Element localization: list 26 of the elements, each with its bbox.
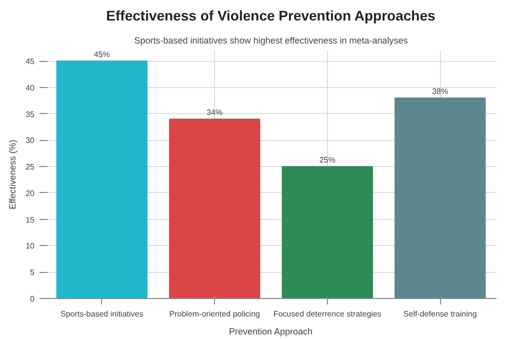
x-tick-label: Focused deterrence strategies bbox=[273, 310, 382, 318]
x-tick-label: Sports-based initiatives bbox=[60, 310, 144, 318]
bar bbox=[56, 60, 148, 298]
x-tick-label: Problem-oriented policing bbox=[169, 310, 260, 318]
data-label: 38% bbox=[432, 86, 448, 96]
y-tick-label: 0 bbox=[30, 294, 36, 304]
y-tick-label: 5 bbox=[30, 268, 36, 278]
y-axis-title: Effectiveness (%) bbox=[8, 140, 18, 210]
chart-subtitle: Sports-based initiatives show highest effectiveness in meta-analyses bbox=[134, 36, 408, 46]
y-tick-label: 20 bbox=[26, 188, 36, 198]
chart-title: Effectiveness of Violence Prevention Approaches bbox=[106, 8, 436, 24]
y-tick-label: 45 bbox=[26, 57, 36, 66]
data-label: 25% bbox=[319, 156, 336, 165]
bar bbox=[282, 166, 373, 298]
bar bbox=[169, 118, 260, 298]
y-tick-label: 35 bbox=[26, 110, 36, 119]
x-axis-title: Prevention Approach bbox=[228, 326, 313, 336]
y-tick-label: 25 bbox=[26, 162, 36, 172]
y-tick-label: 15 bbox=[26, 215, 36, 224]
data-label: 34% bbox=[206, 108, 223, 118]
y-tick-label: 40 bbox=[26, 83, 36, 92]
data-label: 45% bbox=[94, 50, 110, 60]
y-tick-label: 10 bbox=[26, 242, 36, 251]
y-tick-label: 30 bbox=[26, 136, 36, 146]
x-tick-label: Self-defense training bbox=[403, 310, 477, 318]
bar bbox=[394, 97, 486, 298]
